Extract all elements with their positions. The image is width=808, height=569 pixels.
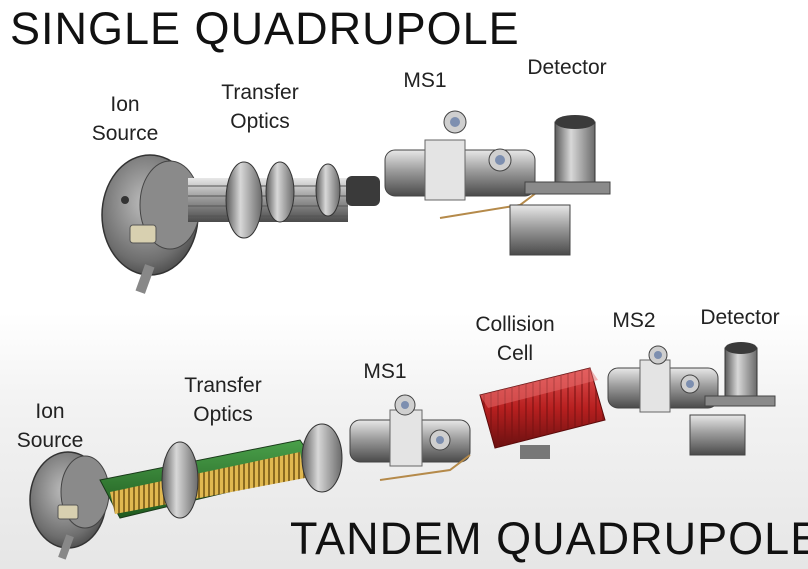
tandem-detector-label: Detector: [700, 306, 780, 329]
single-quadrupole-title: SINGLE QUADRUPOLE: [10, 3, 520, 54]
tandem-collision-cell-line2: Cell: [496, 342, 534, 365]
tandem-ion-source-line2: Source: [16, 429, 84, 452]
single-ms1-label: MS1: [403, 69, 447, 92]
tandem-quad-ms2: [607, 345, 719, 413]
single-ion-source-line2: Source: [91, 122, 159, 145]
tandem-quad-ms1: [349, 394, 471, 481]
single-quad-transfer-optics: [188, 161, 380, 239]
single-quad-ms1: [384, 110, 541, 219]
tandem-quadrupole-title: TANDEM QUADRUPOLE: [290, 513, 808, 564]
tandem-transfer-optics-line2: Optics: [193, 403, 253, 426]
single-transfer-optics-line2: Optics: [230, 110, 290, 133]
tandem-quad-detector: [689, 342, 776, 456]
single-quad-ion-source: [101, 154, 201, 294]
single-quad-detector: [509, 115, 611, 256]
single-ion-source-line1: Ion: [110, 93, 140, 116]
tandem-transfer-optics-label: Transfer Optics: [168, 371, 278, 429]
single-transfer-optics-line1: Transfer: [221, 81, 299, 104]
tandem-transfer-optics-line1: Transfer: [184, 374, 262, 397]
tandem-collision-cell-label: Collision Cell: [460, 310, 570, 368]
tandem-ion-source-label: Ion Source: [10, 397, 90, 455]
tandem-ms1-label: MS1: [363, 360, 407, 383]
tandem-ms2-label: MS2: [612, 309, 656, 332]
single-transfer-optics-label: Transfer Optics: [205, 78, 315, 136]
tandem-quad-ion-source: [29, 451, 110, 560]
single-detector-label: Detector: [527, 56, 607, 79]
tandem-quad-transfer-optics: [99, 423, 343, 519]
tandem-collision-cell-line1: Collision: [475, 313, 555, 336]
single-ion-source-label: Ion Source: [85, 90, 165, 148]
tandem-ion-source-line1: Ion: [35, 400, 65, 423]
tandem-quad-collision-cell: [479, 367, 606, 459]
